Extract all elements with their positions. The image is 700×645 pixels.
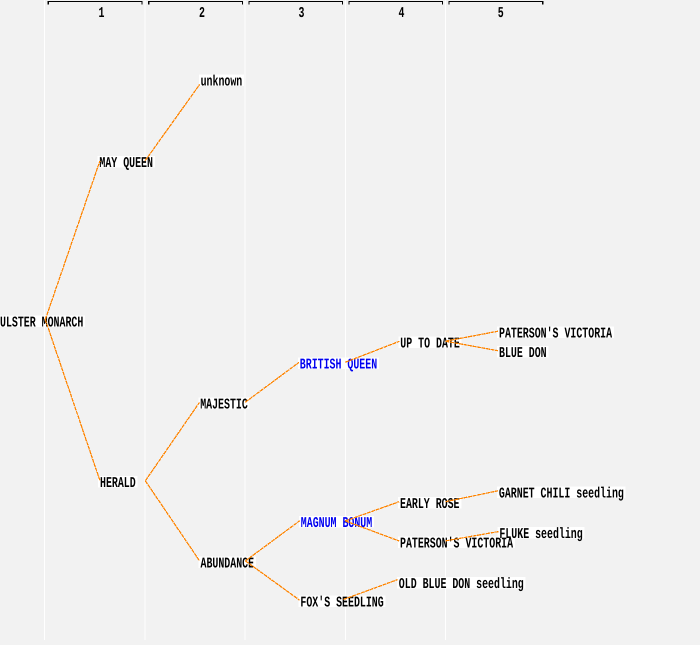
svg-text:4: 4	[399, 5, 405, 22]
svg-text:EARLY ROSE: EARLY ROSE	[400, 496, 460, 513]
svg-text:1: 1	[99, 5, 105, 22]
svg-text:FLUKE seedling: FLUKE seedling	[499, 526, 582, 543]
svg-text:ABUNDANCE: ABUNDANCE	[201, 555, 255, 572]
svg-text:FOX′S SEEDLING: FOX′S SEEDLING	[300, 595, 383, 612]
svg-text:MAJESTIC: MAJESTIC	[200, 397, 248, 414]
svg-text:UP TO DATE: UP TO DATE	[400, 336, 460, 353]
svg-text:PATERSON′S VICTORIA: PATERSON′S VICTORIA	[499, 326, 612, 343]
svg-text:unknown: unknown	[201, 74, 243, 91]
svg-text:BLUE DON: BLUE DON	[499, 345, 547, 362]
svg-text:ULSTER MONARCH: ULSTER MONARCH	[0, 314, 83, 331]
svg-text:GARNET CHILI seedling: GARNET CHILI seedling	[499, 486, 624, 503]
svg-text:5: 5	[498, 5, 504, 22]
svg-text:PATERSON′S VICTORIA: PATERSON′S VICTORIA	[400, 535, 513, 552]
svg-text:2: 2	[199, 5, 205, 22]
svg-text:MAY QUEEN: MAY QUEEN	[99, 155, 153, 172]
svg-text:BRITISH QUEEN: BRITISH QUEEN	[300, 357, 377, 374]
svg-text:OLD BLUE DON seedling: OLD BLUE DON seedling	[399, 576, 524, 593]
svg-text:MAGNUM BONUM: MAGNUM BONUM	[301, 515, 372, 532]
svg-text:HERALD: HERALD	[100, 475, 136, 492]
svg-text:3: 3	[299, 5, 305, 22]
